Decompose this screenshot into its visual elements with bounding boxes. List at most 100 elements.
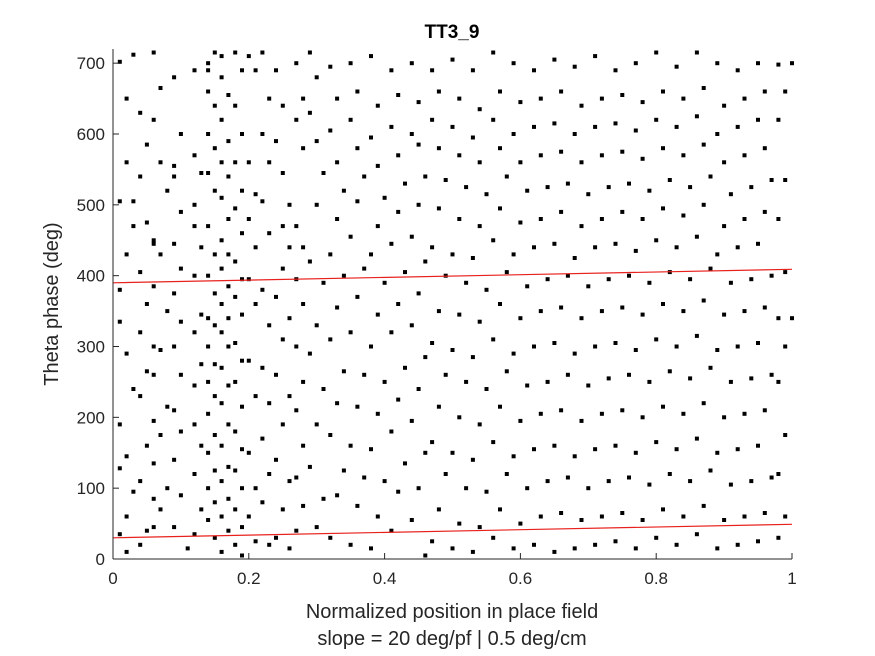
spike-point bbox=[559, 149, 564, 154]
spike-point bbox=[430, 539, 435, 544]
spike-point bbox=[348, 117, 353, 122]
spike-point bbox=[151, 461, 156, 466]
spike-point bbox=[246, 54, 251, 59]
spike-point bbox=[151, 50, 156, 55]
spike-point bbox=[240, 277, 244, 282]
spike-point bbox=[430, 341, 435, 345]
spike-point bbox=[287, 479, 292, 484]
spike-point bbox=[762, 305, 767, 310]
spike-point bbox=[172, 525, 177, 530]
spike-point bbox=[715, 348, 720, 352]
spike-point bbox=[240, 132, 244, 136]
spike-point bbox=[491, 50, 496, 55]
spike-point bbox=[627, 273, 631, 278]
spike-point bbox=[396, 93, 401, 97]
spike-point bbox=[559, 305, 564, 310]
spike-point bbox=[538, 153, 543, 158]
chart-title: TT3_9 bbox=[425, 22, 480, 43]
spike-point bbox=[586, 486, 591, 491]
spike-point bbox=[518, 418, 523, 423]
spike-point bbox=[151, 241, 156, 246]
spike-point bbox=[640, 100, 645, 105]
spike-point bbox=[267, 542, 272, 547]
spike-point bbox=[491, 535, 496, 540]
spike-point bbox=[212, 50, 217, 55]
spike-point bbox=[117, 319, 122, 324]
spike-point bbox=[579, 518, 584, 522]
spike-point bbox=[525, 284, 530, 289]
spike-point bbox=[138, 542, 143, 547]
spike-point bbox=[226, 139, 231, 144]
spike-point bbox=[470, 256, 475, 260]
spike-point bbox=[335, 305, 340, 310]
spike-point bbox=[240, 231, 244, 236]
spike-point bbox=[552, 121, 557, 126]
x-axis-sublabel: slope = 20 deg/pf | 0.5 deg/cm bbox=[317, 628, 586, 650]
spike-point bbox=[307, 464, 312, 469]
spike-point bbox=[151, 117, 156, 122]
spike-point bbox=[212, 188, 217, 193]
spike-point bbox=[409, 418, 414, 423]
spike-point bbox=[545, 379, 550, 384]
spike-point bbox=[274, 68, 278, 73]
spike-point bbox=[627, 372, 631, 377]
spike-point bbox=[233, 507, 238, 512]
spike-point bbox=[212, 252, 217, 257]
spike-point bbox=[457, 153, 462, 158]
spike-point bbox=[389, 124, 394, 129]
spike-point bbox=[701, 298, 706, 303]
spike-point bbox=[219, 549, 224, 554]
spike-point bbox=[722, 160, 727, 165]
spike-point bbox=[226, 422, 231, 427]
spike-point bbox=[681, 411, 686, 416]
spike-point bbox=[572, 132, 577, 136]
spike-point bbox=[559, 511, 564, 515]
spike-point bbox=[728, 482, 733, 487]
spike-point bbox=[430, 68, 435, 73]
spike-point bbox=[396, 153, 401, 158]
spike-point bbox=[219, 54, 224, 59]
spike-point bbox=[226, 284, 231, 289]
spike-point bbox=[694, 114, 699, 119]
spike-point bbox=[274, 294, 278, 299]
spike-point bbox=[735, 542, 740, 547]
spike-point bbox=[274, 372, 278, 377]
spike-point bbox=[151, 344, 156, 349]
spike-point bbox=[172, 291, 177, 296]
spike-point bbox=[674, 124, 679, 129]
spike-point bbox=[477, 319, 482, 324]
spike-point bbox=[246, 450, 251, 455]
spike-point bbox=[423, 174, 428, 179]
spike-point bbox=[341, 468, 346, 473]
spike-point bbox=[674, 344, 679, 349]
spike-point bbox=[158, 252, 163, 257]
spike-point bbox=[348, 234, 353, 239]
spike-point bbox=[423, 450, 428, 455]
spike-point bbox=[579, 418, 584, 423]
spike-point bbox=[219, 195, 224, 200]
spike-point bbox=[565, 475, 570, 480]
spike-point bbox=[559, 89, 564, 94]
spike-point bbox=[382, 479, 387, 484]
spike-point bbox=[464, 486, 469, 491]
spike-point bbox=[158, 160, 163, 165]
spike-point bbox=[511, 252, 516, 257]
spike-point bbox=[491, 117, 496, 122]
spike-point bbox=[565, 273, 570, 278]
spike-point bbox=[240, 188, 244, 193]
spike-point bbox=[783, 344, 788, 349]
spike-point bbox=[158, 507, 163, 512]
spike-point bbox=[742, 514, 747, 519]
x-tick-label: 0 bbox=[108, 569, 117, 588]
spike-point bbox=[178, 372, 183, 377]
spike-point bbox=[579, 160, 584, 165]
spike-point bbox=[206, 68, 211, 73]
spike-point bbox=[532, 245, 536, 250]
spike-point bbox=[633, 61, 638, 66]
spike-point bbox=[280, 507, 285, 512]
spike-point bbox=[525, 383, 530, 388]
spike-point bbox=[511, 61, 516, 66]
spike-point bbox=[233, 259, 238, 264]
spike-point bbox=[165, 188, 170, 193]
spike-point bbox=[586, 284, 591, 289]
